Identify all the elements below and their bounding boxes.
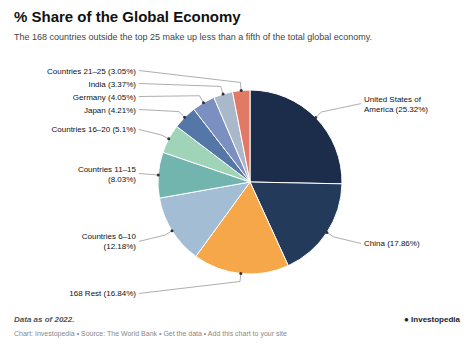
leader-dot	[325, 231, 328, 234]
label-line: Countries 11–15	[78, 164, 137, 173]
chart: % Share of the Global Economy The 168 cou…	[0, 0, 474, 349]
slice	[232, 90, 250, 182]
label-line: 168 Rest (16.84%)	[69, 289, 136, 298]
footer-note: Data as of 2022.	[14, 315, 74, 324]
label-line: China (17.86%)	[364, 239, 420, 248]
leader-line	[327, 232, 361, 243]
leader-dot	[183, 116, 186, 119]
leader-line	[139, 110, 185, 118]
leader-line	[139, 174, 158, 176]
footer-brand: ● Investopedia	[404, 315, 461, 324]
slice-label: Countries 21–25 (3.05%)	[47, 66, 136, 75]
leader-dot	[239, 272, 242, 275]
subtitle: The 168 countries outside the top 25 mak…	[14, 32, 372, 42]
slice	[250, 90, 342, 184]
label-line: Japan (4.21%)	[84, 105, 136, 114]
leader-dot	[157, 174, 160, 177]
label-line: (8.03%)	[108, 174, 136, 183]
leader-dot	[171, 229, 174, 232]
slice-label: Japan (4.21%)	[84, 105, 136, 114]
plot-area	[158, 90, 342, 274]
label-line: Countries 16–20 (5.1%)	[52, 125, 137, 134]
slice-label: 168 Rest (16.84%)	[69, 289, 136, 298]
leader-dot	[314, 116, 317, 119]
leader-dot	[222, 93, 225, 96]
pie	[158, 90, 342, 274]
footer-source: Chart: Investopedia • Source: The World …	[14, 330, 287, 338]
label-line: India (3.37%)	[88, 79, 136, 88]
label-line: Germany (4.05%)	[73, 92, 136, 101]
leader-line	[139, 231, 172, 242]
leader-line	[139, 71, 241, 91]
leader-line	[139, 96, 203, 103]
slice-label: Countries 11–15(8.03%)	[78, 164, 137, 183]
text-line: Chart: Investopedia • Source: The World …	[14, 330, 287, 338]
leader-line	[139, 129, 169, 138]
label-line: (12.18%)	[104, 242, 137, 251]
slice-label: China (17.86%)	[364, 239, 420, 248]
slice-label: Germany (4.05%)	[73, 92, 136, 101]
label-line: United States of	[364, 94, 422, 103]
leader-dot	[202, 101, 205, 104]
labels: United States ofAmerica (25.32%) China (1…	[47, 66, 428, 298]
label-line: Countries 6–10	[82, 232, 137, 241]
label-line: Countries 21–25 (3.05%)	[47, 66, 136, 75]
slice-label: India (3.37%)	[88, 79, 136, 88]
leader-dot	[167, 137, 170, 140]
label-line: America (25.32%)	[364, 104, 428, 113]
leader-line	[139, 84, 223, 95]
slice-label: United States ofAmerica (25.32%)	[364, 94, 428, 113]
leader-line	[316, 104, 361, 118]
title: % Share of the Global Economy	[14, 8, 241, 25]
leader-line	[139, 274, 241, 294]
slice-label: Countries 16–20 (5.1%)	[52, 125, 137, 134]
leader-dot	[240, 89, 243, 92]
slice-label: Countries 6–10(12.18%)	[82, 232, 137, 251]
text-line: The 168 countries outside the top 25 mak…	[14, 32, 372, 42]
